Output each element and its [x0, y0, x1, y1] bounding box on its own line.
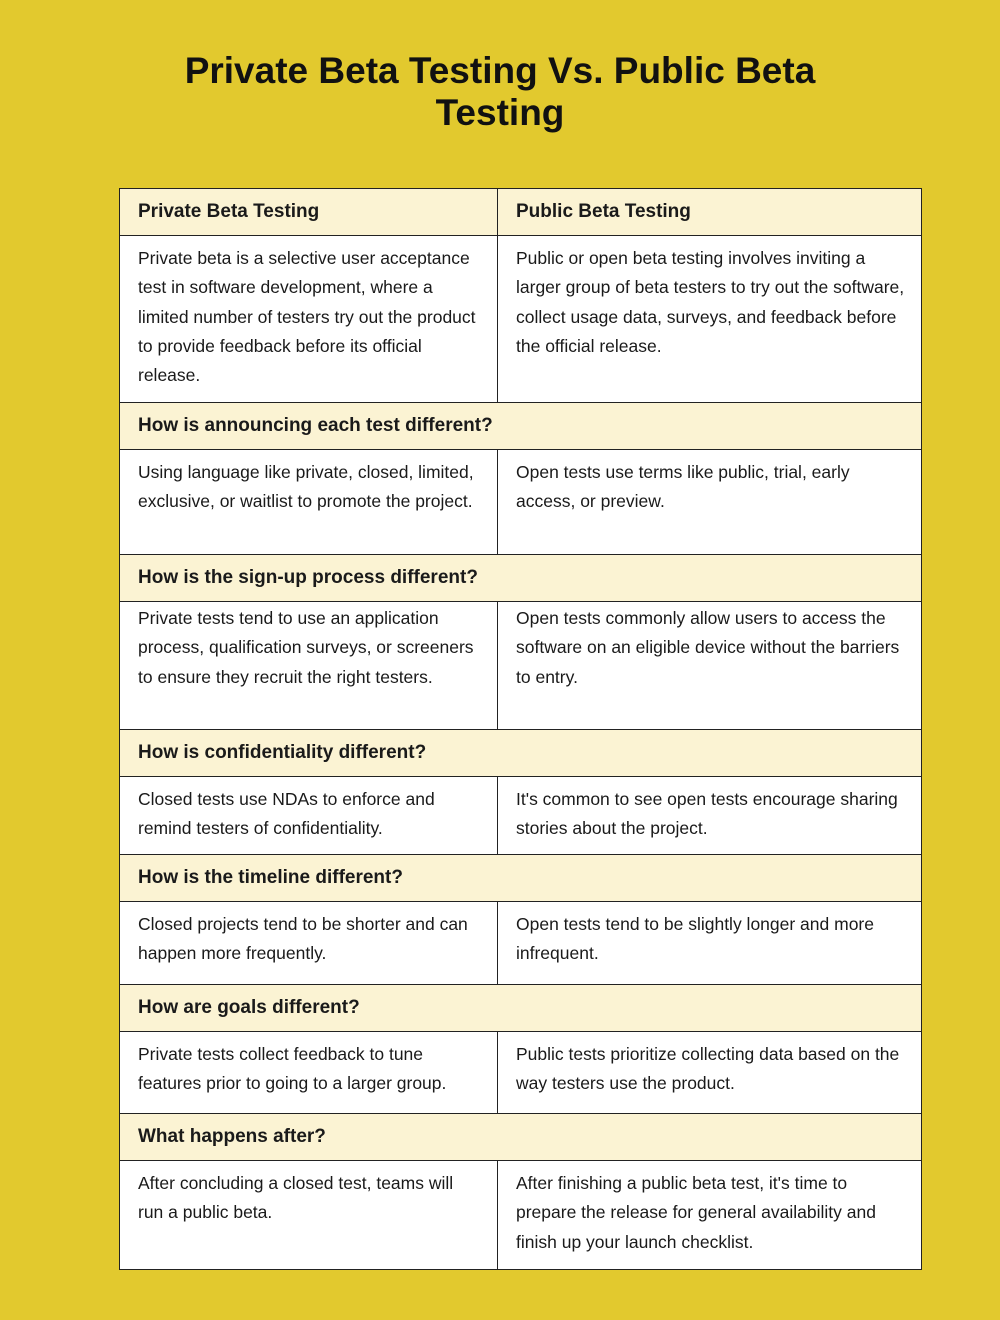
cell-private: After concluding a closed test, teams wi… [119, 1160, 498, 1270]
table-row: Private tests collect feedback to tune f… [119, 1031, 922, 1114]
intro-public: Public or open beta testing involves inv… [497, 235, 922, 403]
section-header: How are goals different? [119, 984, 922, 1032]
section-header: What happens after? [119, 1113, 922, 1161]
cell-public: It's common to see open tests encourage … [497, 776, 922, 855]
cell-private: Closed tests use NDAs to enforce and rem… [119, 776, 498, 855]
table-row: After concluding a closed test, teams wi… [119, 1160, 922, 1270]
cell-public: After finishing a public beta test, it's… [497, 1160, 922, 1270]
cell-public: Open tests tend to be slightly longer an… [497, 901, 922, 985]
column-header-private: Private Beta Testing [119, 188, 498, 236]
column-header-public: Public Beta Testing [497, 188, 922, 236]
cell-public: Public tests prioritize collecting data … [497, 1031, 922, 1114]
intro-private: Private beta is a selective user accepta… [119, 235, 498, 403]
section-header: How is announcing each test different? [119, 402, 922, 450]
cell-public: Open tests use terms like public, trial,… [497, 449, 922, 555]
column-header-row: Private Beta Testing Public Beta Testing [119, 188, 922, 236]
table-row: Closed projects tend to be shorter and c… [119, 901, 922, 985]
table-row: Private beta is a selective user accepta… [119, 235, 922, 403]
cell-private: Private tests collect feedback to tune f… [119, 1031, 498, 1114]
table-row: Private tests tend to use an application… [119, 601, 922, 730]
section-header: How is the sign-up process different? [119, 554, 922, 602]
page-title: Private Beta Testing Vs. Public Beta Tes… [184, 50, 816, 133]
cell-private: Closed projects tend to be shorter and c… [119, 901, 498, 985]
table-row: Using language like private, closed, lim… [119, 449, 922, 555]
cell-private: Private tests tend to use an application… [119, 601, 498, 730]
section-header: How is confidentiality different? [119, 729, 922, 777]
comparison-table: Private Beta Testing Public Beta Testing… [119, 188, 922, 1270]
table-row: Closed tests use NDAs to enforce and rem… [119, 776, 922, 855]
cell-public: Open tests commonly allow users to acces… [497, 601, 922, 730]
cell-private: Using language like private, closed, lim… [119, 449, 498, 555]
section-header: How is the timeline different? [119, 854, 922, 902]
